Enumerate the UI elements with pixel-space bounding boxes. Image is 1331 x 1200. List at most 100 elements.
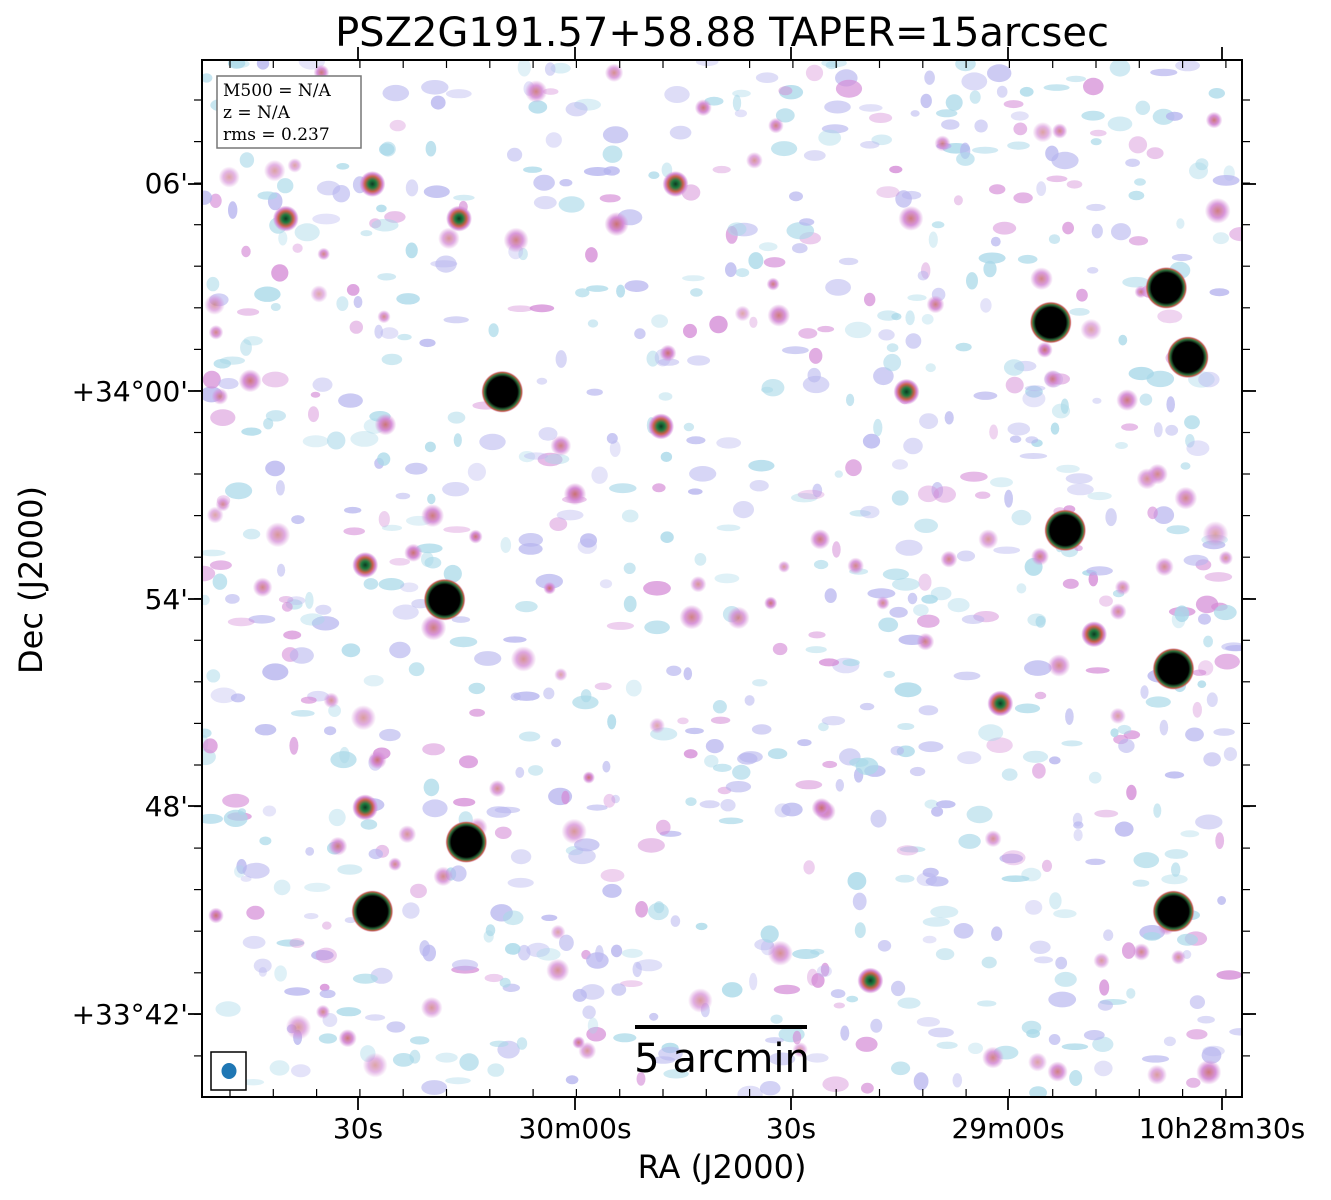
noise-blob <box>669 125 692 140</box>
noise-blob <box>1141 1055 1170 1063</box>
noise-blob <box>423 778 440 797</box>
faint-peak <box>488 780 506 798</box>
noise-blob <box>1007 141 1030 150</box>
info-box: M500 = N/A z = N/A rms = 0.237 <box>216 75 362 149</box>
noise-blob <box>917 485 940 503</box>
noise-blob <box>805 646 827 654</box>
noise-blob <box>416 543 443 554</box>
faint-peak <box>604 212 629 237</box>
noise-blob <box>227 617 255 627</box>
noise-blob <box>1066 180 1083 189</box>
faint-peak <box>934 135 951 152</box>
faint-peak <box>211 388 229 405</box>
noise-blob <box>637 838 665 853</box>
noise-blob <box>1198 371 1220 388</box>
faint-peak <box>727 606 750 630</box>
noise-blob <box>870 1018 883 1033</box>
noise-blob <box>931 482 944 499</box>
noise-blob <box>1049 756 1061 765</box>
noise-blob <box>529 304 555 313</box>
noise-blob <box>591 466 608 484</box>
faint-peak <box>767 304 791 327</box>
noise-blob <box>284 987 310 996</box>
noise-blob <box>468 682 486 695</box>
noise-blob <box>899 846 926 853</box>
noise-blob <box>1034 691 1047 700</box>
noise-blob <box>1229 227 1242 242</box>
noise-blob <box>565 102 588 117</box>
faint-peak <box>984 830 1002 848</box>
noise-blob <box>239 152 255 168</box>
faint-peak <box>978 529 999 550</box>
y-axis-label: Dec (J2000) <box>12 486 50 674</box>
noise-blob <box>374 324 384 339</box>
faint-peak <box>1116 389 1139 411</box>
faint-peak <box>543 581 556 595</box>
noise-blob <box>609 483 637 494</box>
noise-blob <box>1212 232 1229 245</box>
noise-blob <box>1041 859 1053 873</box>
noise-blob <box>405 462 428 475</box>
noise-blob <box>613 1033 637 1043</box>
noise-blob <box>209 193 222 208</box>
noise-blob <box>222 793 250 808</box>
faint-peak <box>694 99 712 117</box>
noise-blob <box>903 437 923 455</box>
noise-blob <box>435 255 457 273</box>
noise-blob <box>262 663 289 681</box>
info-mass: M500 = N/A <box>223 81 332 101</box>
noise-blob <box>541 914 558 921</box>
noise-blob <box>269 1060 290 1076</box>
noise-blob <box>311 950 334 961</box>
faint-peak <box>659 344 677 362</box>
noise-blob <box>677 717 689 725</box>
noise-blob <box>830 989 846 999</box>
noise-blob <box>507 877 534 888</box>
noise-blob <box>256 60 270 70</box>
faint-peak <box>208 907 224 924</box>
noise-blob <box>292 243 303 253</box>
noise-blob <box>1147 506 1158 520</box>
noise-blob <box>683 749 698 759</box>
noise-blob <box>500 537 512 553</box>
noise-blob <box>599 579 613 589</box>
noise-blob <box>968 1042 983 1055</box>
noise-blob <box>515 767 525 778</box>
noise-blob <box>1086 566 1113 576</box>
faint-peak <box>287 158 303 173</box>
noise-blob <box>1025 436 1039 444</box>
noise-blob <box>1049 892 1062 910</box>
noise-blob <box>748 459 775 472</box>
noise-blob <box>1029 1086 1047 1097</box>
noise-blob <box>422 743 445 756</box>
noise-blob <box>1087 491 1112 501</box>
faint-peak <box>1047 654 1071 677</box>
noise-blob <box>1198 613 1211 625</box>
noise-blob <box>513 691 540 701</box>
noise-blob <box>1177 933 1198 946</box>
noise-blob <box>202 549 226 557</box>
noise-blob <box>1048 234 1061 245</box>
noise-blob <box>1166 525 1190 535</box>
noise-blob <box>989 184 1006 195</box>
noise-blob <box>262 805 277 817</box>
noise-blob <box>914 518 938 533</box>
noise-blob <box>410 883 427 899</box>
noise-blob <box>319 989 336 999</box>
noise-blob <box>924 799 939 809</box>
noise-blob <box>798 328 818 339</box>
noise-blob <box>1061 740 1083 747</box>
noise-blob <box>262 371 289 388</box>
noise-blob <box>304 882 331 893</box>
faint-peak <box>1028 1052 1048 1072</box>
faint-peak <box>468 529 483 544</box>
noise-blob <box>1214 653 1240 670</box>
noise-blob <box>278 231 288 246</box>
faint-peak <box>1202 521 1229 547</box>
noise-blob <box>277 178 294 194</box>
noise-blob <box>392 604 419 620</box>
noise-blob <box>453 194 475 201</box>
faint-peak <box>604 63 624 82</box>
faint-peak <box>1204 197 1231 224</box>
noise-blob <box>517 944 531 961</box>
